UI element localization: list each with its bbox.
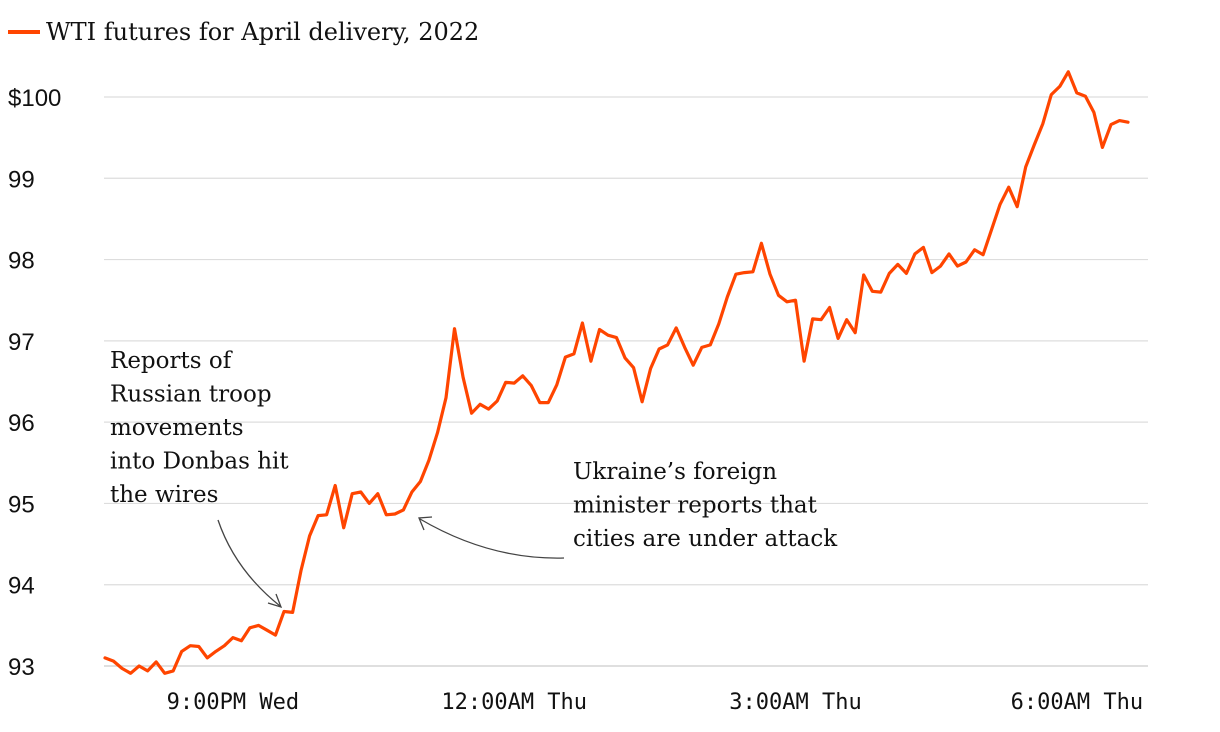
series-line-wti bbox=[103, 70, 1130, 675]
y-tick-99: 99 bbox=[8, 166, 35, 193]
y-tick-95: 95 bbox=[8, 491, 35, 518]
y-axis-ticks: $100 99 98 97 96 95 94 93 bbox=[8, 85, 61, 681]
annotation-troop-movements: Reports of Russian troop movements into Don… bbox=[110, 348, 289, 508]
y-tick-94: 94 bbox=[8, 573, 35, 600]
annotation-troop-arrowhead bbox=[267, 593, 283, 609]
annotation-line: Ukraine’s foreign bbox=[573, 459, 777, 485]
annotation-line: the wires bbox=[110, 482, 218, 508]
annotations: Reports of Russian troop movements into Don… bbox=[110, 348, 838, 609]
annotation-line: movements bbox=[110, 415, 244, 441]
annotation-line: cities are under attack bbox=[573, 526, 838, 552]
x-axis-ticks: 9:00PM Wed 12:00AM Thu 3:00AM Thu 6:00AM Th… bbox=[167, 690, 1143, 715]
y-tick-93: 93 bbox=[8, 654, 35, 681]
gridlines bbox=[104, 96, 1148, 667]
y-tick-97: 97 bbox=[8, 329, 35, 356]
annotation-attack-arrowhead bbox=[418, 516, 433, 531]
y-tick-100: $100 bbox=[8, 85, 61, 112]
legend-label: WTI futures for April delivery, 2022 bbox=[46, 18, 479, 46]
x-tick-12-00am-thu: 12:00AM Thu bbox=[441, 690, 587, 715]
series-layer bbox=[103, 70, 1130, 675]
annotation-line: Russian troop bbox=[110, 382, 272, 408]
annotation-cities-attacked: Ukraine’s foreign minister reports that ci… bbox=[573, 459, 838, 552]
annotation-line: minister reports that bbox=[573, 493, 818, 519]
y-tick-98: 98 bbox=[8, 248, 35, 275]
legend: WTI futures for April delivery, 2022 bbox=[8, 18, 479, 46]
x-tick-6-00am-thu: 6:00AM Thu bbox=[1011, 690, 1143, 715]
annotation-line: into Donbas hit bbox=[110, 449, 289, 475]
x-tick-3-00am-thu: 3:00AM Thu bbox=[729, 690, 861, 715]
annotation-attack-arrow bbox=[419, 518, 565, 559]
x-tick-9-00pm-wed: 9:00PM Wed bbox=[167, 690, 299, 715]
annotation-line: Reports of bbox=[110, 348, 233, 374]
annotation-troop-arrow bbox=[217, 519, 281, 607]
y-tick-96: 96 bbox=[8, 410, 35, 437]
